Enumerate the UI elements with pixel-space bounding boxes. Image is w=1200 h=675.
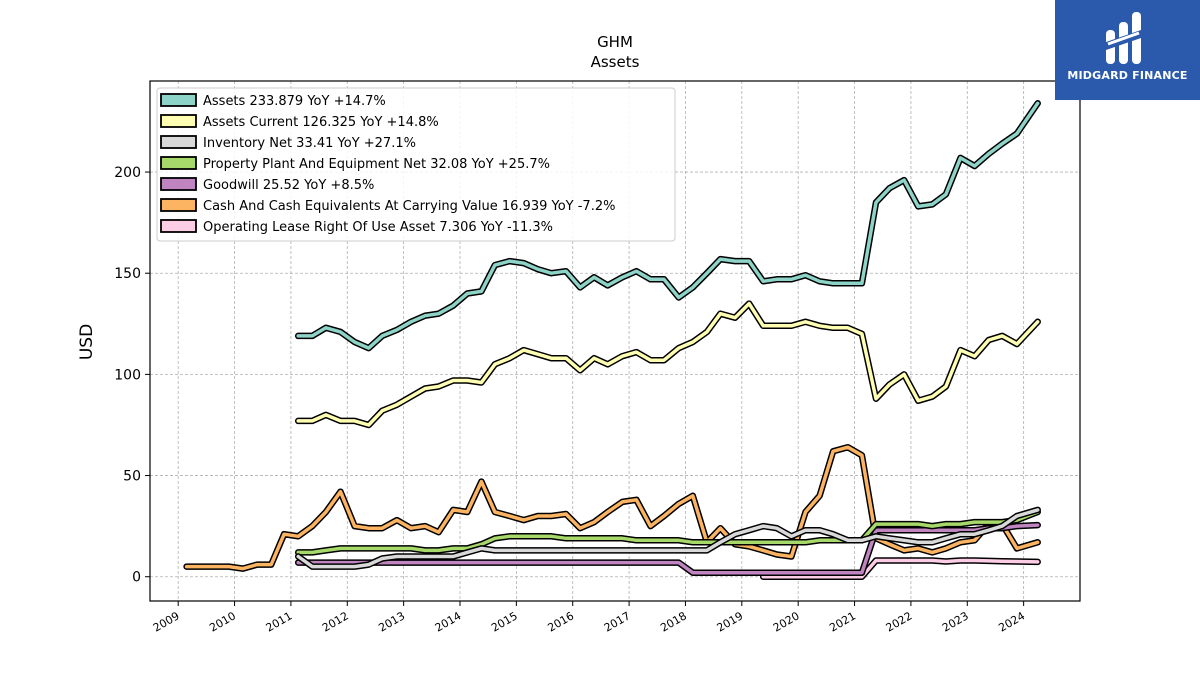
series-line <box>296 301 1040 427</box>
x-tick-label: 2023 <box>940 609 971 634</box>
brand-logo: MIDGARD FINANCE <box>1055 0 1200 100</box>
legend-entry: Assets Current 126.325 YoY +14.8% <box>160 114 439 130</box>
x-tick-label: 2009 <box>151 609 182 634</box>
x-tick-label: 2021 <box>827 609 858 634</box>
legend-label: Assets 233.879 YoY +14.7% <box>203 94 386 109</box>
midgard-logo-icon <box>1106 12 1141 64</box>
x-tick-label: 2015 <box>489 609 520 634</box>
legend-box <box>156 87 676 242</box>
x-tick-label: 2012 <box>320 609 351 634</box>
series-assets <box>294 100 1041 352</box>
series-cash-and-cash-equivalents-at-carrying-value <box>183 443 1041 572</box>
legend: Assets 233.879 YoY +14.7% Assets Current … <box>156 87 676 242</box>
legend-swatch <box>160 177 197 191</box>
x-tick-label: 2013 <box>376 609 407 634</box>
legend-swatch <box>160 156 197 170</box>
series-line <box>296 508 1040 569</box>
y-tick-label: 200 <box>114 165 141 181</box>
legend-entry: Goodwill 25.52 YoY +8.5% <box>160 177 374 193</box>
x-tick-label: 2011 <box>264 609 295 634</box>
y-axis-label: USD <box>77 324 97 360</box>
x-tick-label: 2020 <box>771 609 802 634</box>
series-assets-current <box>294 300 1041 429</box>
legend-swatch <box>160 135 197 149</box>
legend-entry: Inventory Net 33.41 YoY +27.1% <box>160 135 416 151</box>
x-tick-label: 2018 <box>658 609 689 634</box>
legend-label: Assets Current 126.325 YoY +14.8% <box>203 115 439 130</box>
x-tick-label: 2014 <box>433 609 464 634</box>
legend-entry: Cash And Cash Equivalents At Carrying Va… <box>160 198 615 214</box>
series-goodwill <box>294 521 1041 576</box>
legend-entry: Assets 233.879 YoY +14.7% <box>160 93 386 109</box>
legend-entry: Operating Lease Right Of Use Asset 7.306… <box>160 219 553 235</box>
legend-swatch <box>160 93 197 107</box>
series-inventory-net <box>294 506 1041 570</box>
series-line <box>184 445 1040 571</box>
series-line <box>296 523 1040 575</box>
chart-title: GHM <box>597 33 633 51</box>
legend-label: Cash And Cash Equivalents At Carrying Va… <box>203 199 615 214</box>
y-tick-label: 100 <box>114 367 141 383</box>
y-tick-label: 0 <box>132 570 141 586</box>
x-tick-label: 2024 <box>996 609 1027 634</box>
legend-label: Goodwill 25.52 YoY +8.5% <box>203 178 374 193</box>
y-tick-label: 50 <box>123 469 141 485</box>
legend-entry: Property Plant And Equipment Net 32.08 Y… <box>160 156 550 172</box>
legend-swatch <box>160 219 197 233</box>
legend-label: Operating Lease Right Of Use Asset 7.306… <box>203 220 553 235</box>
y-tick-label: 150 <box>114 266 141 282</box>
series-line <box>296 510 1040 555</box>
x-tick-label: 2016 <box>545 609 576 634</box>
plot-frame <box>149 80 1081 602</box>
chart-subtitle: Assets <box>591 53 640 71</box>
legend-label: Property Plant And Equipment Net 32.08 Y… <box>203 157 550 172</box>
series-line <box>296 101 1040 350</box>
series-property-plant-and-equipment-net <box>294 508 1041 556</box>
series-operating-lease-right-of-use-asset <box>759 557 1041 580</box>
x-tick-label: 2010 <box>207 609 238 634</box>
data-series <box>183 100 1041 580</box>
legend-swatch <box>160 198 197 212</box>
x-tick-label: 2017 <box>602 609 633 634</box>
x-tick-label: 2019 <box>715 609 746 634</box>
x-tick-label: 2022 <box>884 609 915 634</box>
legend-label: Inventory Net 33.41 YoY +27.1% <box>203 136 416 151</box>
brand-name: MIDGARD FINANCE <box>1067 69 1188 82</box>
legend-swatch <box>160 114 197 128</box>
series-line <box>761 558 1040 579</box>
